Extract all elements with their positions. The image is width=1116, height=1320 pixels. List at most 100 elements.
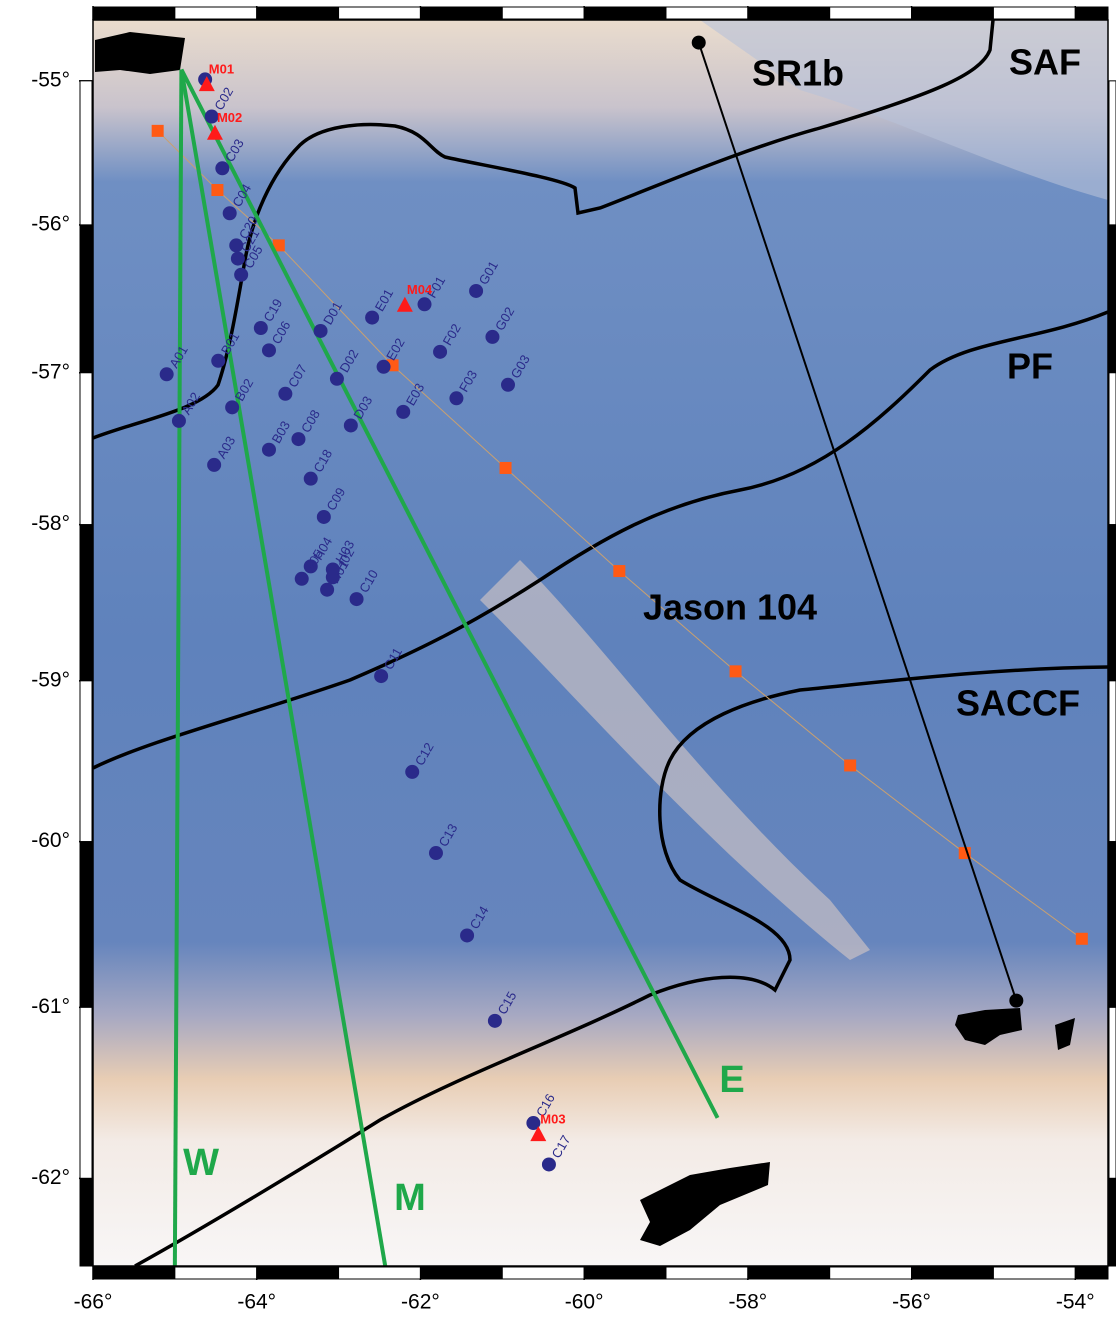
frame-strip <box>93 1267 175 1279</box>
station <box>377 360 391 374</box>
y-tick-label: -58° <box>31 512 70 535</box>
frame-strip <box>80 681 92 842</box>
mooring-label: M01 <box>209 62 234 77</box>
frame-strip <box>257 7 339 19</box>
frame-strip <box>339 7 421 19</box>
plot-area: C02C03C04C20C21C05C19C06C07C08C18C09C10C… <box>93 20 1108 1266</box>
station <box>295 572 309 586</box>
sr1b-label: SR1b <box>752 53 844 94</box>
station <box>488 1014 502 1028</box>
mooring-label: M03 <box>540 1112 565 1127</box>
station <box>314 324 328 338</box>
frame-strip <box>1109 842 1116 1008</box>
mooring-label: M04 <box>407 282 433 297</box>
frame-strip <box>666 7 748 19</box>
sr1b-end <box>1009 994 1023 1008</box>
station <box>225 400 239 414</box>
station <box>485 330 499 344</box>
mooring-label: M02 <box>217 110 242 125</box>
frame-strip <box>748 7 830 19</box>
station <box>262 443 276 457</box>
jason-label: Jason 104 <box>643 587 817 628</box>
frame-strip <box>912 1267 994 1279</box>
frame-strip <box>1109 525 1116 681</box>
station <box>304 472 318 486</box>
station <box>449 391 463 405</box>
station <box>234 268 248 282</box>
frame-strip <box>1109 1007 1116 1178</box>
station <box>291 432 305 446</box>
station <box>365 311 379 325</box>
land-tierra-del-fuego <box>95 32 185 74</box>
station <box>469 284 483 298</box>
jason-point <box>500 462 512 474</box>
station <box>254 321 268 335</box>
frame-strip <box>584 7 666 19</box>
section-label: W <box>183 1142 219 1184</box>
frame-strip <box>80 1178 92 1266</box>
frame-strip <box>1109 681 1116 842</box>
station <box>215 161 229 175</box>
frame-strip <box>830 7 912 19</box>
frame-strip <box>1075 7 1108 19</box>
section-label: E <box>719 1059 744 1101</box>
x-tick-label: -54° <box>1056 1291 1095 1314</box>
x-tick-label: -56° <box>892 1291 931 1314</box>
station <box>501 378 515 392</box>
frame-strip <box>175 1267 257 1279</box>
station <box>211 354 225 368</box>
frame-strip <box>1109 1178 1116 1266</box>
y-tick-label: -61° <box>31 995 70 1018</box>
station <box>160 367 174 381</box>
station <box>330 372 344 386</box>
frame-strip <box>80 81 92 225</box>
station <box>278 387 292 401</box>
frame-strip <box>830 1267 912 1279</box>
station <box>418 297 432 311</box>
station <box>223 206 237 220</box>
y-tick-label: -60° <box>31 829 70 852</box>
station <box>317 510 331 524</box>
y-tick-label: -62° <box>31 1166 70 1189</box>
y-tick-label: -59° <box>31 668 70 691</box>
x-tick-label: -66° <box>74 1291 113 1314</box>
frame-strip <box>502 7 584 19</box>
frame-strip <box>993 1267 1075 1279</box>
frame-strip <box>93 7 175 19</box>
station <box>405 765 419 779</box>
x-tick-label: -62° <box>401 1291 440 1314</box>
frame-strip <box>80 1007 92 1178</box>
frame-strip <box>1075 1267 1108 1279</box>
jason-point <box>1076 933 1088 945</box>
frame-strip <box>912 7 994 19</box>
frame-strip <box>80 225 92 373</box>
frame-strip <box>1109 225 1116 373</box>
station <box>350 592 364 606</box>
jason-point <box>211 184 223 196</box>
x-tick-label: -64° <box>237 1291 276 1314</box>
station <box>320 583 334 597</box>
jason-point <box>730 665 742 677</box>
y-tick-label: -56° <box>31 212 70 235</box>
frame-strip <box>257 1267 339 1279</box>
station <box>542 1157 556 1171</box>
frame-strip <box>175 7 257 19</box>
frame-strip <box>339 1267 421 1279</box>
station <box>344 418 358 432</box>
front-label: SAF <box>1009 42 1081 83</box>
station <box>460 928 474 942</box>
frame-strip <box>502 1267 584 1279</box>
frame-strip <box>1109 373 1116 525</box>
station <box>172 414 186 428</box>
station <box>374 669 388 683</box>
station <box>262 343 276 357</box>
station <box>433 345 447 359</box>
frame-strip <box>80 525 92 681</box>
frame-strip <box>993 7 1075 19</box>
station <box>429 846 443 860</box>
frame-strip <box>80 373 92 525</box>
y-tick-label: -57° <box>31 360 70 383</box>
x-tick-label: -58° <box>728 1291 767 1314</box>
x-tick-label: -60° <box>565 1291 604 1314</box>
map-figure: C02C03C04C20C21C05C19C06C07C08C18C09C10C… <box>0 0 1116 1320</box>
